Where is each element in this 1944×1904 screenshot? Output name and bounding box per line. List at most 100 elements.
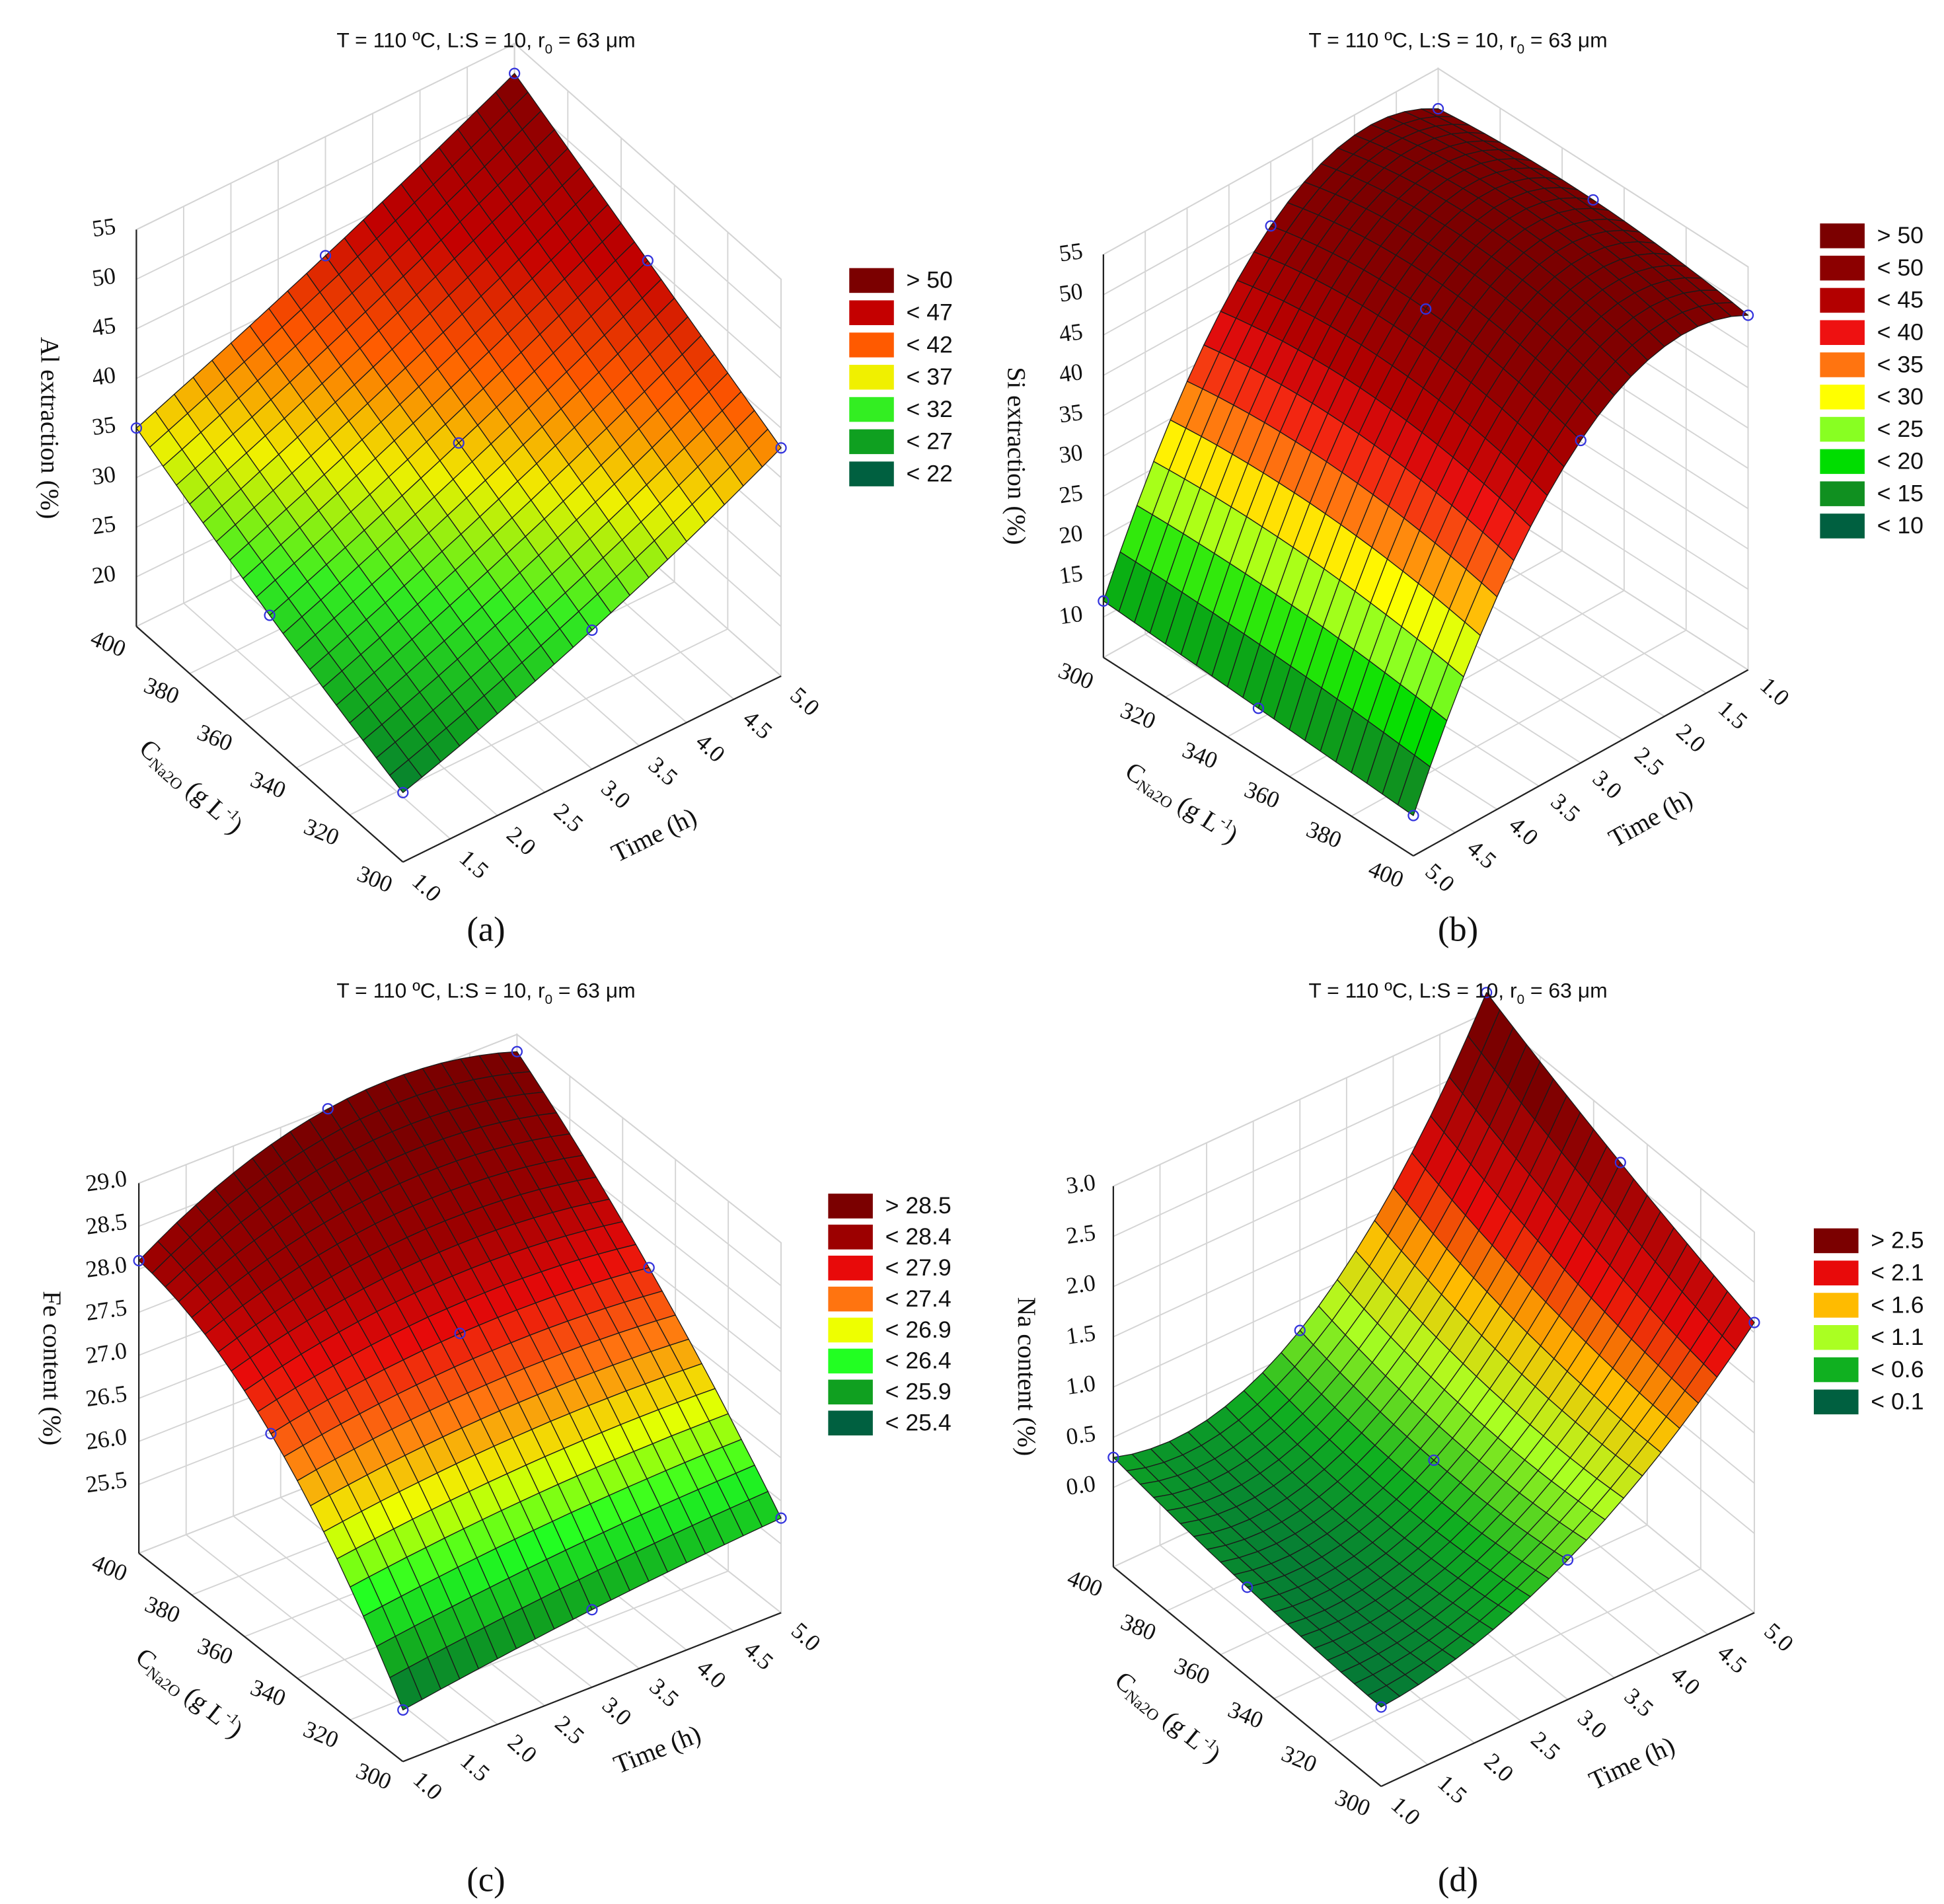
y-tick-label: 3.0 [597,1691,637,1731]
design-point [1748,1316,1760,1328]
grid-line [1113,1012,1487,1187]
panel-label: (c) [467,1860,505,1899]
x-tick-label: 360 [194,1632,237,1670]
design-point [133,1254,145,1267]
y-tick-label: 4.5 [738,705,778,745]
surface-cell [1367,1685,1401,1708]
z-tick-label: 30 [91,461,118,490]
legend-label: < 50 [1877,254,1924,281]
surface-plot-si-extraction: 3003203403603804001.01.52.02.53.03.54.04… [1002,28,1924,949]
y-tick-label: 1.0 [1386,1791,1426,1831]
z-tick-label: 3.0 [1065,1168,1098,1199]
x-tick-label: 400 [89,1549,131,1587]
panel-a: 300 320 340 360 380 400 1.0 1.5 2.0 2.5 3.0 3.5 4.0 4… [0,0,972,950]
design-point [1742,309,1754,321]
x-tick-label: 380 [1117,1608,1160,1646]
panel-c: 300 320 340 360 380 400 1.0 1.5 2.0 2.5 3.0 3.5 4.0 4… [0,950,972,1901]
surface-plot-al-extraction: 3003203403603804001.01.52.02.53.03.54.04… [35,28,953,949]
z-tick-label: 28.0 [84,1251,128,1283]
design-point [1294,1324,1306,1336]
y-tick-label: 3.0 [1588,765,1627,804]
y-tick-label: 4.0 [692,1654,731,1694]
y-tick-label: 5.0 [1759,1618,1799,1657]
legend-label: < 1.6 [1871,1291,1924,1318]
legend-label: < 0.6 [1871,1356,1924,1383]
chart-title: T = 110 ºC, L:S = 10, r0 = 63 μm [336,28,635,57]
z-axis-title: Al extraction (%) [35,337,64,519]
x-axis-title: CNa2O (g L-1) [1108,1665,1227,1771]
z-tick-label: 55 [1057,237,1084,267]
title-text: T = 110 ºC, L:S = 10, r [1308,979,1517,1003]
legend-label: < 28.4 [885,1223,952,1250]
y-tick-label: 4.5 [739,1636,779,1675]
design-point [1481,987,1493,999]
x-axis-line [1103,656,1414,857]
y-tick-label: 4.0 [1504,812,1544,851]
x-tick-label: 360 [1241,776,1284,814]
y-tick-label: 1.0 [1755,672,1795,712]
z-tick-label: 28.5 [84,1208,128,1240]
grid-line [514,43,782,280]
legend-swatch [1820,287,1865,313]
grid-line [1437,67,1749,268]
y-tick-label: 2.0 [502,821,541,861]
legend-label: < 26.9 [885,1316,952,1343]
y-axis-line [402,675,782,863]
legend-swatch [849,268,894,293]
design-point [509,67,521,79]
design-point [1428,1454,1440,1466]
x-tick-label: 400 [1064,1564,1107,1602]
legend-label: > 2.5 [1871,1227,1924,1254]
design-point [586,624,598,636]
x-tick-label: 380 [1303,816,1346,853]
legend-label: < 30 [1877,383,1924,410]
legend-swatch [849,365,894,390]
legend-label: < 1.1 [1871,1324,1924,1350]
grid-line [514,93,782,330]
title-subscript: 0 [1517,42,1524,57]
panel-b: 300 320 340 360 380 400 1.0 1.5 2.0 2.5 3.0 3.5 4.0 4… [972,0,1944,950]
y-tick-label: 3.5 [1546,788,1585,827]
legend-swatch [849,397,894,422]
legend-label: < 27 [907,428,953,455]
legend-swatch [849,461,894,486]
title-subscript: 0 [545,42,552,57]
grid-line [183,603,451,839]
z-tick-label: 30 [1057,439,1084,469]
design-point [264,609,276,621]
legend-label: < 32 [907,396,953,422]
design-point [1375,1701,1387,1713]
design-point [643,1262,655,1274]
x-axis-title: CNa2O (g L-1) [133,732,250,841]
legend-label: < 35 [1877,351,1924,377]
x-tick-label: 300 [354,860,396,897]
legend-swatch [1820,223,1865,248]
legend-swatch [828,1410,873,1436]
x-axis-title-unit: (g L [174,1677,232,1731]
legend-label: > 50 [1877,222,1924,248]
y-tick-label: 3.5 [1620,1683,1659,1722]
legend-label: < 40 [1877,319,1924,346]
z-axis-title: Fe content (%) [38,1291,67,1445]
legend-swatch [1813,1228,1859,1254]
z-tick-label: 25 [1057,479,1084,509]
legend-label: < 10 [1877,512,1924,539]
y-tick-label: 2.0 [503,1729,542,1769]
z-tick-label: 25 [91,510,118,540]
design-point [1241,1581,1253,1593]
design-point [397,786,409,798]
z-tick-label: 35 [91,411,118,441]
z-tick-label: 50 [1057,278,1084,307]
panel-d: 300 320 340 360 380 400 1.0 1.5 2.0 2.5 3.0 3.5 4.0 4… [972,950,1944,1901]
y-tick-label: 4.0 [691,728,730,768]
z-tick-label: 0.0 [1065,1470,1098,1500]
legend-label: < 47 [907,299,953,326]
x-tick-label: 300 [1055,657,1098,695]
legend-swatch [1813,1325,1859,1350]
legend-swatch [828,1317,873,1343]
legend-label: < 0.1 [1871,1389,1924,1415]
z-tick-label: 1.5 [1065,1319,1098,1350]
y-tick-label: 4.5 [1713,1639,1752,1679]
design-point [454,1328,466,1340]
y-tick-label: 3.0 [1573,1704,1612,1744]
